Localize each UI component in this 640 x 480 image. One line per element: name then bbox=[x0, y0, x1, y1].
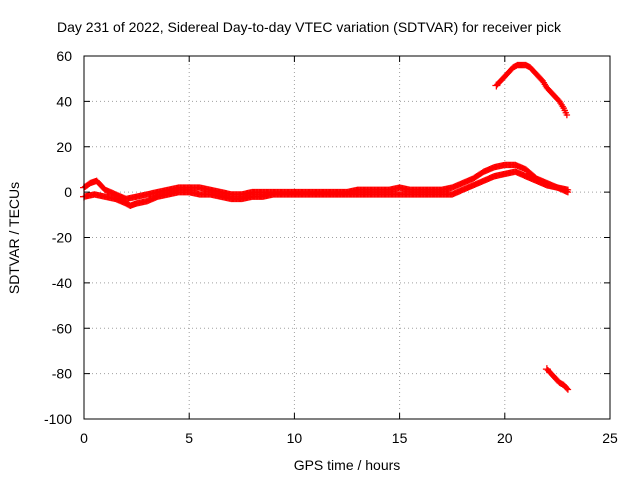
series-upper-arc bbox=[492, 61, 571, 119]
x-tick-label: 15 bbox=[392, 430, 408, 446]
grid-lines bbox=[84, 56, 610, 419]
data-point bbox=[564, 188, 572, 196]
y-tick-label: 60 bbox=[56, 48, 72, 64]
x-tick-label: 5 bbox=[185, 430, 193, 446]
x-tick-label: 20 bbox=[497, 430, 513, 446]
x-tick-label: 10 bbox=[287, 430, 303, 446]
chart-title: Day 231 of 2022, Sidereal Day-to-day VTE… bbox=[57, 19, 562, 35]
series-main-band-upper-track bbox=[80, 161, 572, 203]
plot-frame bbox=[83, 55, 611, 420]
y-tick-label: 40 bbox=[56, 93, 72, 109]
tick-labels: 0 5 10 15 20 25 -100 -80 -60 -40 -20 0 20 40 60 bbox=[44, 48, 618, 446]
y-tick-label: 20 bbox=[56, 139, 72, 155]
y-tick-label: -40 bbox=[52, 275, 72, 291]
x-tick-label: 0 bbox=[80, 430, 88, 446]
series-lower-segment bbox=[542, 365, 572, 393]
y-axis-label: SDTVAR / TECUs bbox=[6, 182, 22, 294]
y-tick-label: -60 bbox=[52, 320, 72, 336]
y-tick-label: -80 bbox=[52, 366, 72, 382]
data-point bbox=[563, 111, 571, 119]
x-tick-label: 25 bbox=[602, 430, 618, 446]
axis-ticks bbox=[83, 55, 611, 420]
y-tick-label: -100 bbox=[44, 411, 72, 427]
data-point bbox=[564, 386, 572, 393]
series-main-band-lower-track bbox=[80, 168, 572, 209]
data-point bbox=[563, 385, 571, 392]
data-series bbox=[80, 61, 572, 393]
x-axis-label: GPS time / hours bbox=[294, 457, 401, 473]
y-tick-label: -20 bbox=[52, 230, 72, 246]
y-tick-label: 0 bbox=[64, 184, 72, 200]
